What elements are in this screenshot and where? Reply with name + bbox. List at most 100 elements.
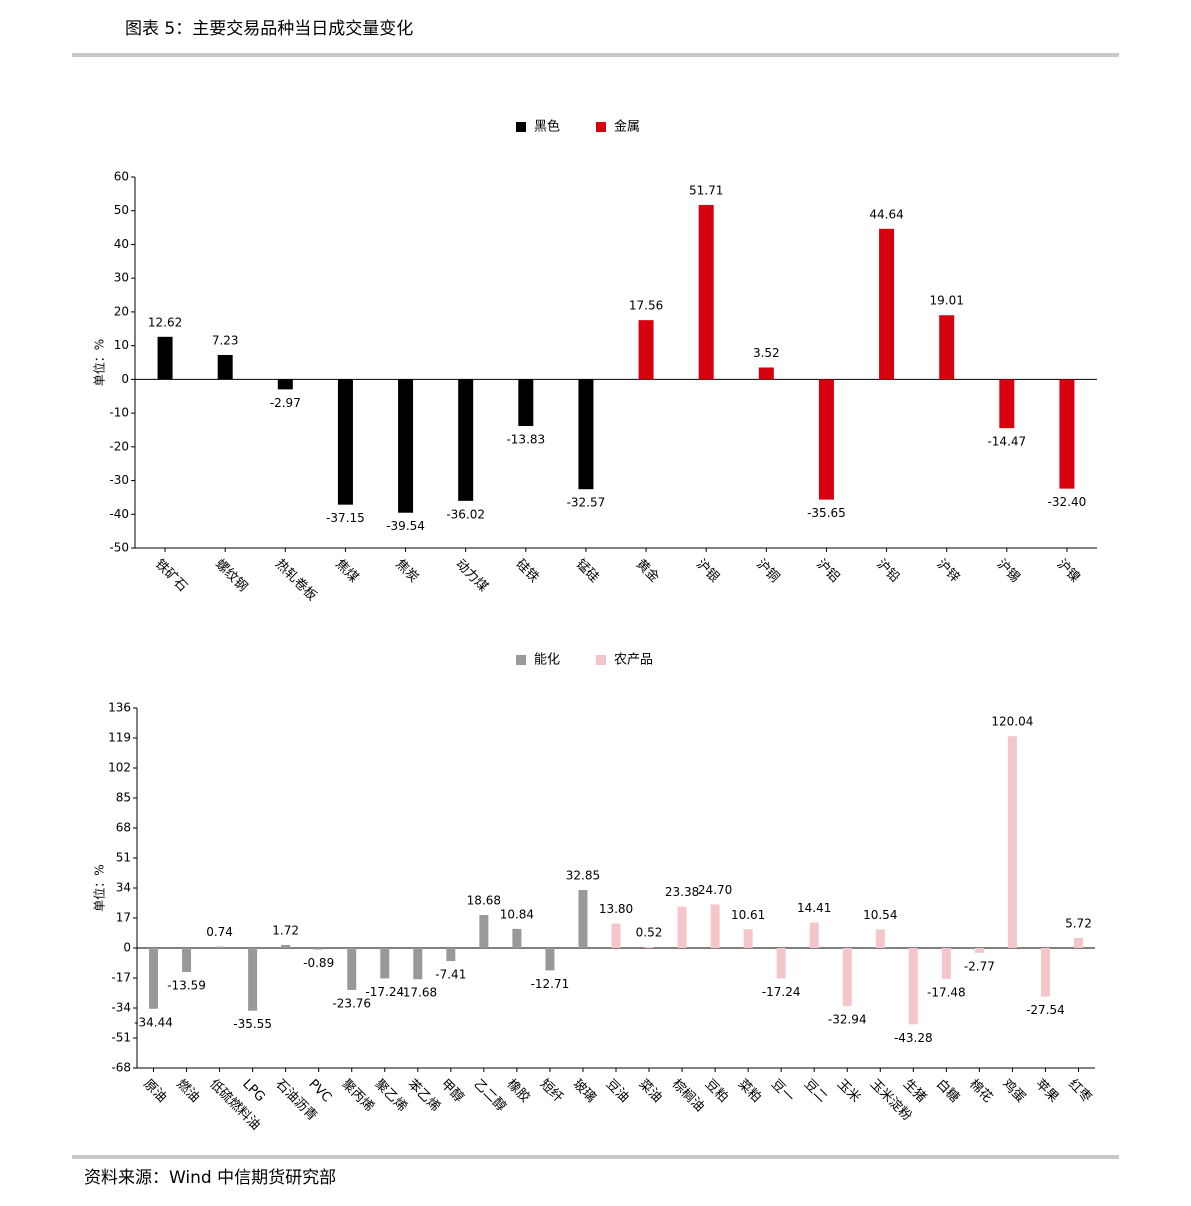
value-label: -12.71 bbox=[531, 977, 570, 991]
legend-swatch bbox=[516, 655, 526, 665]
bar bbox=[879, 228, 895, 380]
x-tick-label: 热轧卷板 bbox=[272, 556, 320, 604]
y-tick-label: 60 bbox=[114, 170, 129, 184]
value-label: -7.41 bbox=[435, 968, 466, 982]
x-tick-label: 聚乙烯 bbox=[371, 1077, 409, 1115]
x-tick-label: PVC bbox=[305, 1077, 334, 1106]
x-tick-label: 沪银 bbox=[693, 556, 723, 586]
value-label: 10.54 bbox=[863, 908, 897, 922]
legend-label: 黑色 bbox=[534, 119, 560, 135]
value-label: -2.97 bbox=[270, 396, 301, 410]
x-tick-label: 原油 bbox=[140, 1077, 169, 1106]
x-tick-label: 玉米 bbox=[834, 1077, 863, 1106]
legend-label: 农产品 bbox=[614, 653, 653, 668]
x-tick-label: 豆粕 bbox=[702, 1077, 731, 1106]
y-tick-label: 40 bbox=[114, 237, 129, 251]
bar bbox=[512, 928, 522, 948]
y-tick-label: -51 bbox=[111, 1031, 131, 1045]
value-label: 120.04 bbox=[991, 715, 1033, 729]
page-title: 图表 5：主要交易品种当日成交量变化 bbox=[125, 19, 413, 39]
y-tick-label: 34 bbox=[116, 881, 131, 895]
bar bbox=[479, 915, 489, 948]
bar bbox=[999, 379, 1015, 429]
x-tick-label: 螺纹钢 bbox=[212, 557, 250, 595]
bar bbox=[677, 906, 687, 948]
y-tick-label: 50 bbox=[114, 203, 129, 217]
y-tick-label: 102 bbox=[108, 761, 131, 775]
bar bbox=[743, 929, 753, 948]
bar bbox=[314, 948, 324, 950]
x-tick-label: 燃油 bbox=[173, 1076, 203, 1106]
value-label: -0.89 bbox=[303, 956, 334, 970]
value-label: -17.24 bbox=[365, 985, 404, 999]
x-tick-label: 橡胶 bbox=[504, 1076, 534, 1106]
x-tick-label: 黄金 bbox=[633, 556, 663, 586]
value-label: -32.57 bbox=[567, 496, 606, 510]
bar bbox=[1040, 948, 1050, 997]
bar bbox=[157, 336, 173, 380]
x-tick-label: 焦炭 bbox=[392, 557, 421, 586]
value-label: 3.52 bbox=[753, 346, 780, 360]
y-axis-label: 单位：% bbox=[92, 339, 107, 386]
bar bbox=[380, 948, 390, 979]
legend-swatch bbox=[596, 122, 606, 132]
value-label: 23.38 bbox=[665, 885, 699, 899]
bar bbox=[182, 948, 192, 972]
value-label: -39.54 bbox=[386, 519, 425, 533]
y-tick-label: -17 bbox=[111, 971, 131, 985]
bar bbox=[248, 948, 258, 1011]
x-tick-label: 棕榈油 bbox=[669, 1077, 707, 1115]
y-axis-label: 单位：% bbox=[92, 864, 107, 911]
value-label: -27.54 bbox=[1026, 1003, 1065, 1017]
x-tick-label: 菜粕 bbox=[735, 1077, 764, 1106]
y-tick-label: -20 bbox=[109, 439, 129, 453]
bar bbox=[347, 948, 357, 990]
bar bbox=[842, 948, 852, 1007]
y-tick-label: 10 bbox=[114, 338, 129, 352]
value-label: 17.56 bbox=[629, 299, 663, 313]
x-tick-label: 乙二醇 bbox=[471, 1076, 510, 1115]
legend-swatch bbox=[596, 655, 606, 665]
legend-label: 能化 bbox=[534, 653, 560, 668]
y-tick-label: 51 bbox=[116, 851, 131, 865]
header-rule bbox=[72, 53, 1119, 57]
value-label: -2.77 bbox=[964, 959, 995, 973]
x-tick-label: 铁矿石 bbox=[152, 557, 190, 595]
footer-rule bbox=[72, 1155, 1119, 1159]
x-tick-label: LPG bbox=[239, 1077, 267, 1105]
value-label: 0.52 bbox=[636, 926, 663, 940]
value-label: 51.71 bbox=[689, 183, 723, 197]
bar bbox=[217, 354, 233, 380]
bar bbox=[215, 946, 225, 948]
y-tick-label: 20 bbox=[114, 304, 129, 318]
x-tick-label: 硅铁 bbox=[513, 557, 542, 586]
x-tick-label: 沪铅 bbox=[873, 556, 903, 586]
x-tick-label: 鸡蛋 bbox=[999, 1076, 1029, 1106]
x-tick-label: 红枣 bbox=[1065, 1076, 1095, 1106]
y-tick-label: -30 bbox=[109, 473, 129, 487]
bar bbox=[277, 379, 293, 390]
y-tick-label: 17 bbox=[116, 911, 131, 925]
value-label: 12.62 bbox=[148, 315, 182, 329]
x-tick-label: 沪镍 bbox=[1054, 556, 1084, 586]
bar bbox=[611, 923, 621, 948]
value-label: -37.15 bbox=[326, 511, 365, 525]
bar bbox=[698, 204, 714, 380]
x-tick-label: 生猪 bbox=[900, 1077, 929, 1106]
value-label: 10.84 bbox=[500, 907, 534, 921]
bar bbox=[458, 379, 474, 501]
value-label: -17.48 bbox=[927, 985, 966, 999]
value-label: 24.70 bbox=[698, 883, 732, 897]
value-label: -43.28 bbox=[894, 1031, 933, 1045]
x-tick-label: 菜油 bbox=[636, 1077, 665, 1106]
bar bbox=[578, 379, 594, 490]
y-tick-label: 30 bbox=[114, 271, 129, 285]
bar bbox=[818, 379, 834, 500]
bar bbox=[149, 948, 159, 1009]
bar bbox=[1007, 736, 1017, 948]
x-tick-label: 焦煤 bbox=[332, 557, 361, 586]
bar bbox=[518, 379, 534, 427]
x-tick-label: 苹果 bbox=[1032, 1077, 1061, 1106]
value-label: -34.44 bbox=[134, 1015, 173, 1029]
